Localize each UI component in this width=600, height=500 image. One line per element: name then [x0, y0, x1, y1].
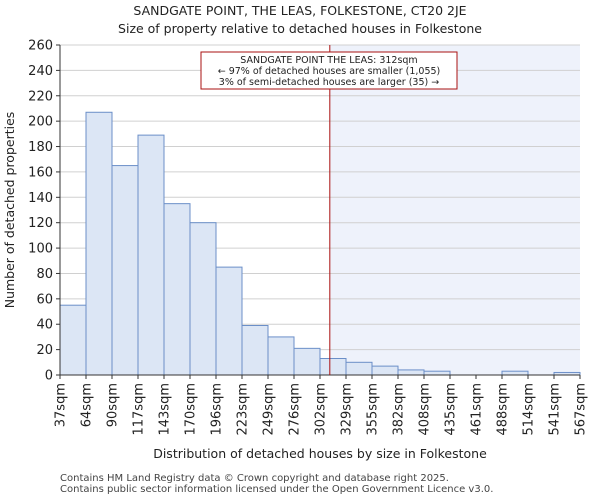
x-tick-label: 514sqm	[522, 383, 537, 436]
footer-line-2: Contains public sector information licen…	[60, 484, 494, 495]
x-tick-label: 196sqm	[210, 383, 225, 436]
x-tick-label: 408sqm	[418, 383, 433, 436]
bar-117sqm	[137, 134, 165, 376]
bar-249sqm	[267, 336, 295, 376]
y-tick-label: 60	[36, 292, 53, 307]
x-tick-label: 223sqm	[236, 383, 251, 436]
bar-170sqm	[189, 222, 217, 376]
x-tick-label: 567sqm	[574, 383, 589, 436]
bar-223sqm	[241, 325, 269, 376]
y-axis-label: Number of detached properties	[2, 112, 17, 309]
y-tick-label: 240	[28, 64, 53, 79]
y-tick-label: 20	[36, 343, 53, 358]
y-tick-label: 40	[36, 318, 53, 333]
x-tick-label: 117sqm	[132, 383, 147, 436]
x-tick-label: 276sqm	[288, 383, 303, 436]
bar-488sqm	[501, 370, 529, 376]
bar-37sqm	[59, 304, 87, 376]
annotation-line-3: 3% of semi-detached houses are larger (3…	[219, 77, 439, 88]
x-tick-label: 461sqm	[470, 383, 485, 436]
bar-196sqm	[215, 266, 243, 376]
bar-408sqm	[423, 370, 451, 376]
x-tick-label: 329sqm	[340, 383, 355, 436]
x-tick-label: 541sqm	[548, 383, 563, 436]
x-tick-label: 90sqm	[106, 383, 121, 427]
x-tick-label: 249sqm	[262, 383, 277, 436]
y-tick-label: 160	[28, 165, 53, 180]
bar-329sqm	[345, 361, 373, 376]
y-tick-label: 100	[28, 242, 53, 257]
highlight-region	[329, 45, 580, 375]
y-tick-label: 220	[28, 89, 53, 104]
footer: Contains HM Land Registry data © Crown c…	[60, 473, 493, 495]
x-tick-label: 37sqm	[54, 383, 69, 427]
annotation-line-1: SANDGATE POINT THE LEAS: 312sqm	[240, 55, 417, 66]
x-tick-label: 170sqm	[184, 383, 199, 436]
annotation-box	[200, 51, 458, 90]
y-tick-label: 140	[28, 191, 53, 206]
y-tick-label: 0	[45, 369, 53, 384]
bar-64sqm	[85, 111, 113, 376]
bar-276sqm	[293, 347, 321, 376]
x-tick-label: 64sqm	[80, 383, 95, 427]
x-tick-label: 302sqm	[314, 383, 329, 436]
y-tick-label: 180	[28, 140, 53, 155]
chart-subtitle: Size of property relative to detached ho…	[118, 21, 482, 36]
footer-line-1: Contains HM Land Registry data © Crown c…	[60, 473, 449, 484]
x-tick-label: 143sqm	[158, 383, 173, 436]
x-tick-label: 488sqm	[496, 383, 511, 436]
x-tick-label: 435sqm	[444, 383, 459, 436]
x-tick-label: 382sqm	[392, 383, 407, 436]
bar-143sqm	[163, 203, 191, 376]
y-tick-label: 260	[28, 39, 53, 54]
y-tick-label: 80	[36, 267, 53, 282]
bar-90sqm	[111, 165, 139, 376]
bar-355sqm	[371, 365, 399, 376]
y-tick-label: 200	[28, 115, 53, 130]
bar-302sqm	[319, 358, 347, 376]
bar-382sqm	[397, 369, 425, 376]
x-axis-label: Distribution of detached houses by size …	[153, 446, 487, 461]
annotation-line-2: ← 97% of detached houses are smaller (1,…	[218, 66, 441, 77]
chart-title: SANDGATE POINT, THE LEAS, FOLKESTONE, CT…	[133, 3, 467, 18]
histogram-chart: 0 20 40 60 80 100 120 140 160 180 200 220 240 260 37s…	[2, 39, 589, 462]
y-tick-label: 120	[28, 216, 53, 231]
x-tick-label: 355sqm	[366, 383, 381, 436]
